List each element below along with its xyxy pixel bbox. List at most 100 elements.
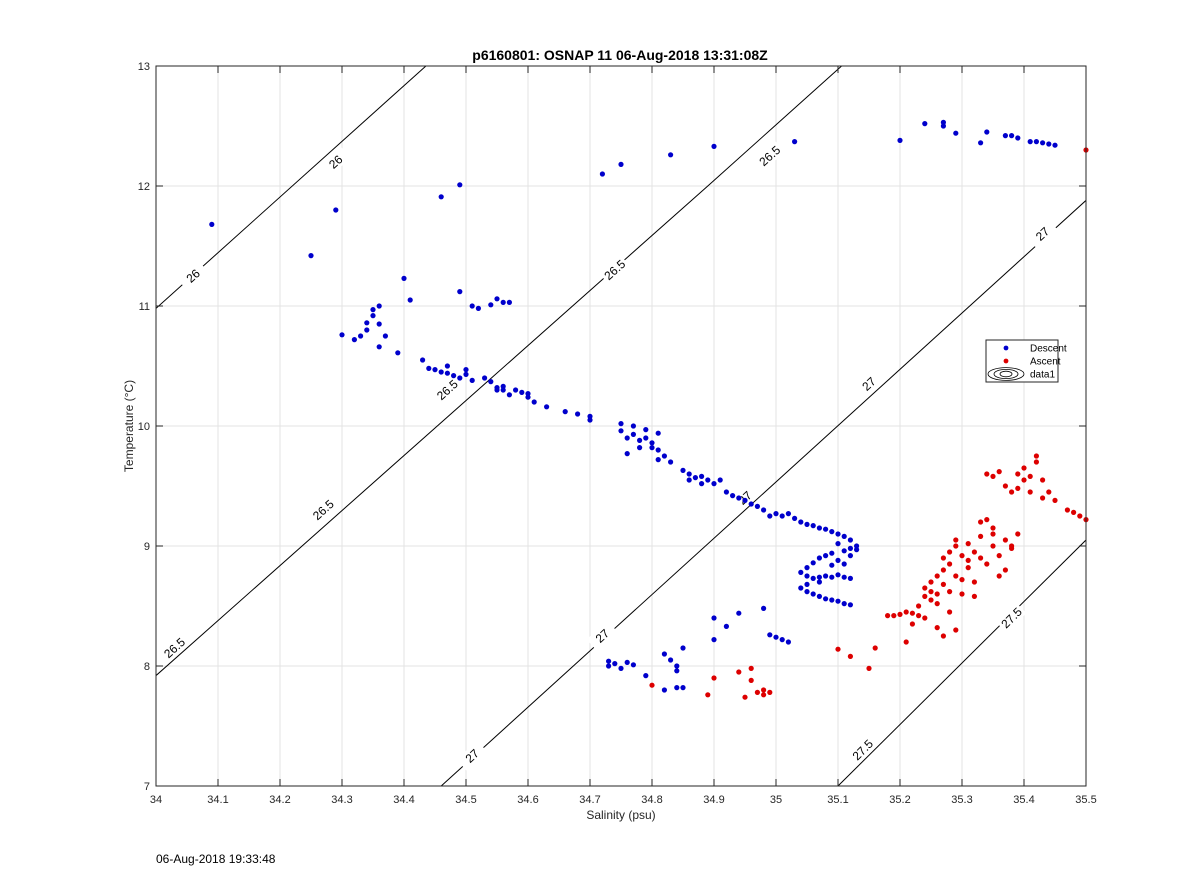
point-ascent [1002, 483, 1009, 489]
point-descent [382, 333, 388, 339]
point-ascent [903, 639, 909, 645]
point-descent [798, 569, 804, 576]
x-tick-label: 34.3 [331, 794, 352, 806]
point-ascent [965, 541, 971, 547]
point-descent [823, 573, 829, 579]
point-ascent [1077, 513, 1083, 519]
point-descent [339, 332, 345, 338]
point-descent [754, 503, 761, 509]
point-descent [841, 574, 847, 580]
point-descent [847, 553, 854, 559]
y-tick-label: 13 [138, 61, 150, 73]
point-descent [364, 327, 370, 333]
density-contours: 262626.526.526.526.526.5272727272727.527… [156, 66, 1086, 786]
point-descent [785, 639, 792, 645]
point-descent [469, 377, 475, 383]
point-descent [810, 575, 816, 582]
point-descent [451, 373, 457, 379]
point-descent [587, 413, 593, 419]
y-tick-label: 8 [144, 661, 150, 673]
point-ascent [947, 561, 953, 567]
point-descent [798, 585, 804, 591]
x-tick-label: 34.9 [703, 794, 724, 806]
point-descent [1040, 140, 1046, 146]
point-ascent [971, 579, 978, 585]
legend-box [985, 339, 1059, 383]
point-descent [841, 601, 847, 607]
point-ascent [953, 537, 959, 543]
x-tick-label: 34.4 [393, 794, 414, 806]
point-descent [804, 565, 810, 571]
point-descent [457, 182, 463, 188]
data-points [209, 119, 1089, 700]
point-descent [717, 477, 723, 483]
contour-line-27 [440, 200, 1086, 786]
point-descent [531, 399, 537, 405]
point-ascent [965, 557, 971, 564]
point-ascent [748, 665, 754, 672]
point-ascent [909, 610, 916, 616]
contour-label-bg [431, 374, 463, 405]
point-descent [736, 610, 742, 616]
point-descent [804, 581, 810, 588]
point-descent [680, 467, 686, 473]
point-descent [847, 575, 854, 582]
y-tick-label: 12 [138, 181, 150, 193]
point-ascent [928, 589, 934, 595]
legend: Descent Ascent data1 [985, 339, 1067, 383]
point-descent [711, 143, 717, 149]
point-descent [816, 525, 823, 531]
point-descent [748, 501, 754, 507]
point-ascent [847, 653, 854, 660]
point-descent [426, 365, 432, 371]
point-descent [829, 529, 835, 535]
legend-label-data1: data1 [1030, 370, 1055, 381]
point-descent [829, 597, 835, 603]
point-descent [376, 303, 382, 309]
point-descent [810, 591, 816, 597]
point-descent [674, 685, 680, 691]
point-descent [940, 123, 947, 129]
contour-label-bg [996, 602, 1027, 633]
point-descent [506, 392, 512, 398]
point-ascent [1015, 485, 1021, 491]
point-ascent [928, 579, 934, 585]
point-descent [624, 435, 630, 441]
point-ascent [990, 525, 996, 531]
x-tick-label: 35.4 [1013, 794, 1034, 806]
contour-label-bg [1026, 218, 1058, 249]
point-descent [680, 645, 686, 651]
point-ascent [959, 577, 965, 583]
point-ascent [1002, 567, 1009, 573]
point-descent [841, 548, 847, 554]
point-descent [420, 357, 426, 363]
point-ascent [885, 613, 891, 619]
point-ascent [971, 593, 978, 600]
point-descent [940, 119, 947, 125]
point-ascent [953, 627, 959, 633]
point-ascent [996, 553, 1002, 559]
point-descent [1052, 142, 1058, 148]
point-descent [823, 526, 829, 532]
point-ascent [1040, 495, 1046, 501]
point-ascent [990, 543, 996, 549]
point-descent [922, 121, 928, 127]
point-ascent [959, 553, 965, 559]
point-ascent [990, 531, 996, 537]
point-ascent [1040, 477, 1046, 483]
legend-marker-ascent [1003, 358, 1009, 364]
point-descent [711, 615, 717, 621]
point-descent [432, 367, 438, 373]
point-descent [358, 333, 364, 339]
point-descent [500, 383, 506, 389]
point-descent [637, 437, 643, 443]
point-descent [773, 634, 779, 640]
point-descent [643, 673, 649, 679]
point-ascent [940, 581, 947, 588]
point-descent [463, 371, 469, 377]
point-ascent [928, 597, 934, 603]
point-descent [1027, 139, 1033, 145]
point-ascent [1009, 545, 1015, 552]
point-descent [785, 510, 792, 517]
point-descent [376, 344, 382, 350]
